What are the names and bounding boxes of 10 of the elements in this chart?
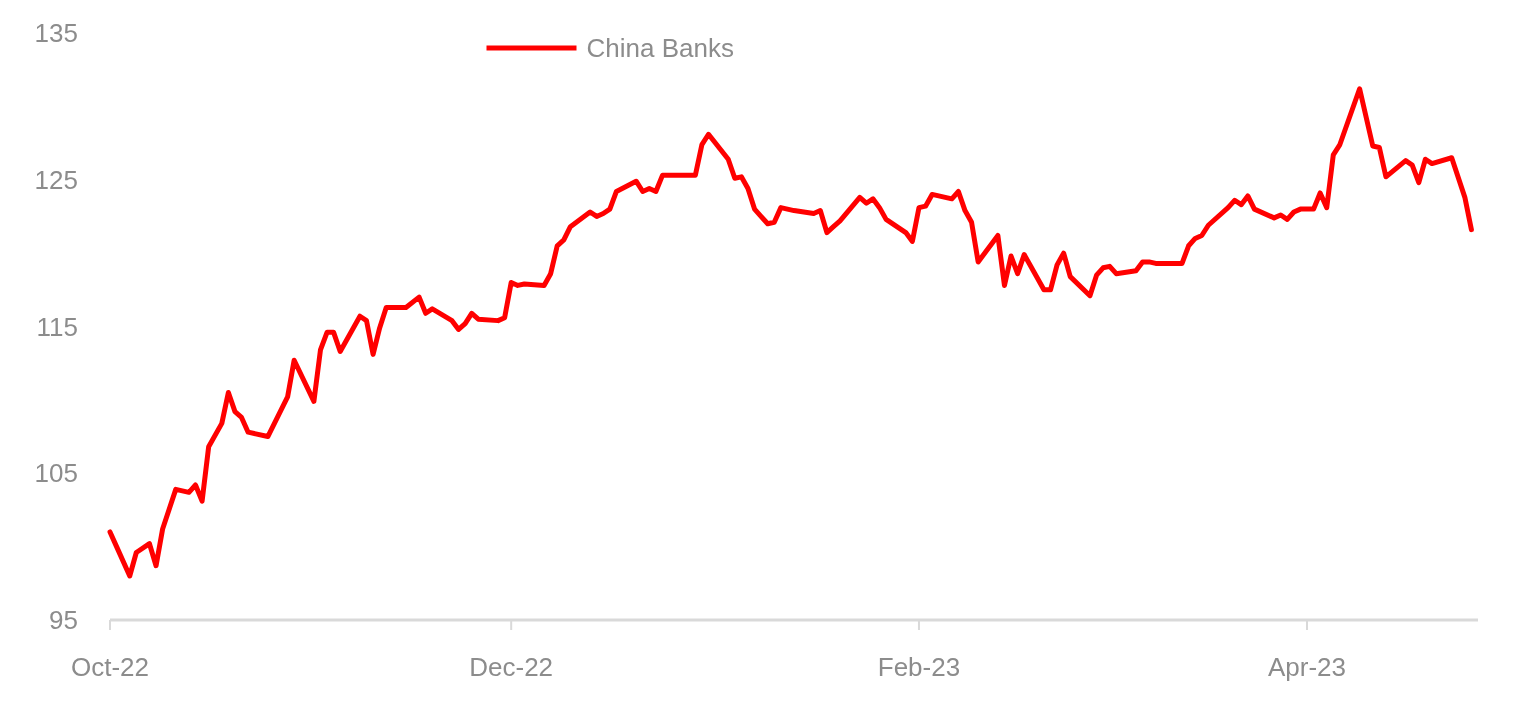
y-tick-label: 135 xyxy=(34,18,78,48)
y-tick-label: 115 xyxy=(36,311,78,342)
x-tick-label: Feb-23 xyxy=(877,652,961,682)
y-tick-label: 125 xyxy=(34,164,78,195)
x-tick-label: Oct-22 xyxy=(70,652,150,682)
x-tick-label: Dec-22 xyxy=(469,652,554,682)
x-tick-label: Apr-23 xyxy=(1267,652,1347,682)
legend-label: China Banks xyxy=(586,33,734,63)
y-tick-label: 95 xyxy=(49,605,78,635)
y-tick-label: 105 xyxy=(34,458,78,489)
